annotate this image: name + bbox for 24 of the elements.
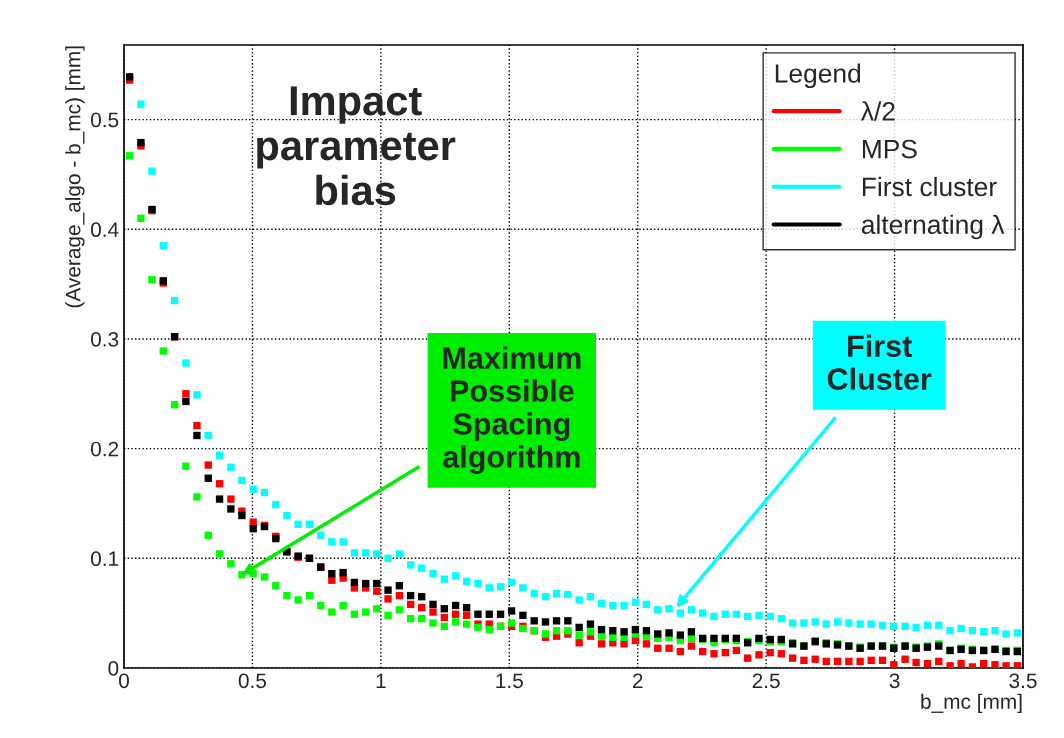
- x-tick-label: 1.5: [496, 673, 523, 689]
- legend-title: Legend: [775, 63, 861, 89]
- y-tick-label: 0.4: [90, 222, 119, 238]
- annotation: Impact parameter bias: [257, 86, 456, 206]
- x-axis-title: b_mc [mm]: [921, 693, 1022, 714]
- x-tick-label: 0: [119, 673, 129, 689]
- y-tick-label: 0.1: [90, 551, 119, 567]
- x-tick-label: 2.5: [752, 673, 780, 689]
- y-tick-label: 0.2: [90, 441, 119, 457]
- legend-label: First cluster: [862, 176, 997, 197]
- legend-label: alternating λ: [861, 214, 1005, 240]
- y-tick-label: 0.5: [90, 112, 119, 128]
- x-tick-label: 1: [376, 673, 386, 688]
- annotation: Maximum Possible Spacing algorithm: [443, 346, 581, 474]
- annotation: First Cluster: [827, 334, 932, 390]
- x-tick-label: 0.5: [238, 673, 267, 689]
- legend-label: λ/2: [860, 101, 895, 121]
- y-tick-label: 0.3: [90, 331, 119, 347]
- legend-label: MPS: [862, 139, 917, 159]
- y-tick-label: 0: [108, 661, 119, 676]
- x-tick-label: 3.5: [1009, 673, 1037, 689]
- x-tick-label: 3: [889, 673, 900, 689]
- x-tick-label: 2: [632, 673, 643, 688]
- y-axis-title: (Average_algo - b_mc) [mm]: [65, 46, 85, 308]
